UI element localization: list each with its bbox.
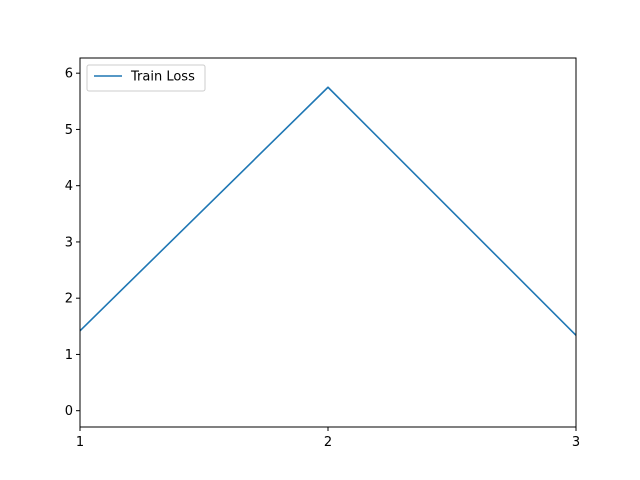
x-tick-label: 2: [324, 435, 332, 450]
y-tick-label: 1: [65, 348, 73, 363]
x-tick-label: 3: [572, 435, 580, 450]
y-tick-label: 2: [65, 292, 73, 307]
axes-frame: [79, 57, 577, 428]
y-tick-label: 4: [65, 179, 73, 194]
y-tick-label: 3: [65, 235, 73, 250]
legend-box: [86, 64, 206, 92]
x-tick-label: 1: [76, 435, 84, 450]
y-tick-label: 0: [65, 404, 73, 419]
y-tick-label: 6: [65, 67, 73, 82]
y-tick-label: 5: [65, 123, 73, 138]
y-axis: 0 1 2 3 4 5 6: [65, 67, 80, 419]
x-axis: 1 2 3: [76, 427, 580, 450]
legend-label: Train Loss: [130, 70, 195, 85]
legend: Train Loss: [86, 64, 206, 92]
